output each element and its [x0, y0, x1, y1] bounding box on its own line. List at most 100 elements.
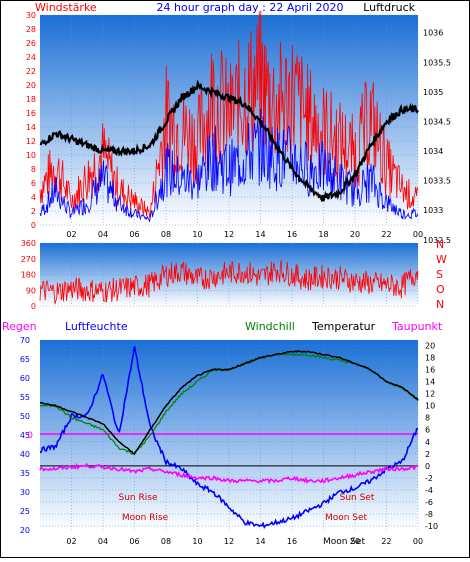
pressure-tick-label: 1033.5 [423, 177, 451, 186]
temp-tick-label: 6 [425, 426, 430, 435]
sun-rise-label: Sun Rise [119, 493, 158, 503]
windchill-label: Windchill [245, 320, 295, 333]
humidity-tick-label: 20 [20, 526, 30, 535]
humidity-tick-label: 25 [20, 507, 30, 516]
direction-compass-label: O [436, 283, 445, 296]
humidity-line [39, 346, 419, 529]
wind-gust-line [39, 10, 419, 219]
hour-tick-label: 06 [129, 537, 139, 546]
wind-tick-label: 16 [26, 109, 36, 118]
wind-tick-label: 26 [26, 39, 36, 48]
humidity-label: Luftfeuchte [65, 320, 128, 333]
humidity-tick-label: 40 [20, 450, 30, 459]
dewpoint-label: Taupunkt [391, 320, 443, 333]
temp-tick-label: 12 [425, 390, 435, 399]
temp-tick-label: -4 [425, 486, 433, 495]
hour-tick-label: 02 [66, 537, 76, 546]
sun-set-label: Sun Set [340, 493, 375, 503]
direction-compass-label: W [436, 253, 447, 266]
temp-tick-label: 8 [425, 414, 430, 423]
hour-tick-label: 20 [350, 537, 360, 546]
wind-tick-label: 12 [26, 137, 36, 146]
wind-tick-label: 24 [26, 53, 36, 62]
wind-tick-label: 18 [26, 95, 36, 104]
direction-compass-label: N [436, 238, 444, 251]
temp-tick-label: 16 [425, 366, 435, 375]
pressure-tick-label: 1035.5 [423, 58, 451, 67]
hour-tick-label: 00 [413, 230, 423, 239]
wind-direction-line [39, 259, 419, 305]
direction-tick-label: 270 [21, 255, 36, 264]
temp-humidity-plot [40, 340, 418, 530]
windchill-line [39, 352, 419, 456]
hour-tick-label: 16 [287, 230, 297, 239]
wind-tick-label: 4 [31, 193, 36, 202]
pressure-tick-label: 1034.5 [423, 117, 451, 126]
humidity-tick-label: 70 [20, 336, 30, 345]
hour-tick-label: 22 [381, 230, 391, 239]
hour-tick-label: 12 [224, 230, 234, 239]
hour-tick-label: 18 [318, 230, 328, 239]
wind-tick-label: 28 [26, 25, 36, 34]
moon-rise-label: Moon Rise [122, 513, 169, 523]
temperature-line [39, 350, 419, 455]
temperature-label: Temperatur [311, 320, 376, 333]
pressure-axis-label: Luftdruck [363, 1, 415, 14]
humidity-tick-label: 30 [20, 488, 30, 497]
wind-speed-line [39, 108, 419, 223]
temp-tick-label: 4 [425, 438, 430, 447]
temp-tick-label: -10 [425, 522, 438, 531]
hour-tick-label: 20 [350, 230, 360, 239]
wind-tick-label: 0 [31, 221, 36, 230]
direction-compass-label: S [436, 268, 443, 281]
direction-tick-label: 360 [21, 239, 36, 248]
wind-tick-label: 22 [26, 67, 36, 76]
pressure-tick-label: 1034 [423, 147, 443, 156]
chart-title: 24 hour graph day : 22 April 2020 [157, 1, 344, 14]
wind-tick-label: 14 [26, 123, 36, 132]
wind-tick-label: 30 [26, 11, 36, 20]
pressure-tick-label: 1033 [423, 206, 443, 215]
direction-tick-label: 90 [26, 286, 36, 295]
direction-compass-label: N [436, 298, 444, 311]
temp-tick-label: -8 [425, 510, 433, 519]
temp-tick-label: 18 [425, 354, 435, 363]
hour-tick-label: 16 [287, 537, 297, 546]
temp-tick-label: 0 [425, 462, 430, 471]
temp-tick-label: 14 [425, 378, 435, 387]
direction-tick-label: 180 [21, 271, 36, 280]
hour-tick-label: 00 [413, 537, 423, 546]
wind-tick-label: 20 [26, 81, 36, 90]
temp-tick-label: -6 [425, 498, 433, 507]
temp-tick-label: 10 [425, 402, 435, 411]
rain-label: Regen [2, 320, 37, 333]
wind-axis-label: Windstärke [35, 1, 97, 14]
humidity-tick-label: 50 [20, 412, 30, 421]
hour-tick-label: 10 [192, 537, 202, 546]
hour-tick-label: 08 [161, 230, 171, 239]
humidity-tick-label: 55 [20, 393, 30, 402]
humidity-tick-label: 45 [20, 431, 30, 440]
hour-tick-label: 14 [255, 230, 265, 239]
wind-tick-label: 10 [26, 151, 36, 160]
hour-tick-label: 10 [192, 230, 202, 239]
temp-tick-label: -2 [425, 474, 433, 483]
humidity-tick-label: 60 [20, 374, 30, 383]
pressure-tick-label: 1032.5 [423, 236, 451, 245]
moon-set-label: Moon Set [325, 513, 368, 523]
rain-zero-label: 0 [27, 431, 33, 441]
moon-set-axis-label: Moon Set [323, 537, 366, 547]
humidity-tick-label: 65 [20, 355, 30, 364]
hour-tick-label: 04 [98, 230, 108, 239]
wind-tick-label: 8 [31, 165, 36, 174]
pressure-line [39, 79, 419, 203]
wind-tick-label: 6 [31, 179, 36, 188]
hour-tick-label: 02 [66, 230, 76, 239]
temp-tick-label: 2 [425, 450, 430, 459]
hour-tick-label: 08 [161, 537, 171, 546]
wind-tick-label: 2 [31, 207, 36, 216]
dewpoint-line [39, 462, 419, 485]
direction-tick-label: 0 [31, 302, 36, 311]
hour-tick-label: 12 [224, 537, 234, 546]
